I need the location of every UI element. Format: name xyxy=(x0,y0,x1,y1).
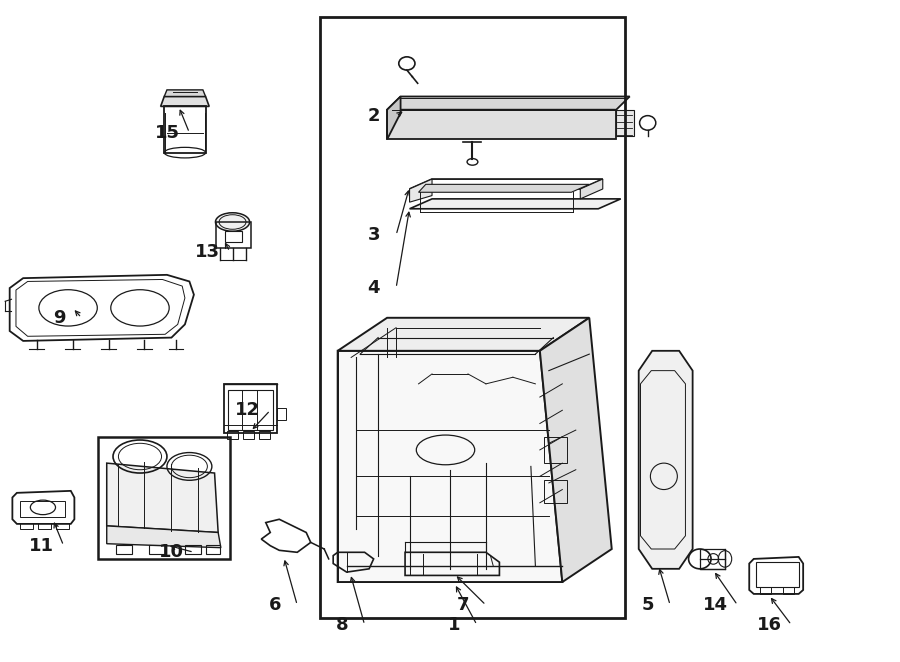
Bar xyxy=(57,522,69,529)
Polygon shape xyxy=(107,526,220,547)
Bar xyxy=(98,437,230,559)
Bar xyxy=(277,408,286,420)
Bar xyxy=(259,432,270,440)
Text: 8: 8 xyxy=(336,616,348,634)
Text: 11: 11 xyxy=(29,537,54,555)
Polygon shape xyxy=(107,463,218,532)
Text: 5: 5 xyxy=(642,596,654,614)
Bar xyxy=(700,549,725,569)
Bar xyxy=(616,110,634,136)
Polygon shape xyxy=(639,351,693,569)
Text: 2: 2 xyxy=(367,107,380,125)
Polygon shape xyxy=(540,318,612,582)
Bar xyxy=(544,437,567,463)
Bar xyxy=(243,432,254,440)
Polygon shape xyxy=(160,97,209,107)
Bar xyxy=(116,545,132,553)
Text: 15: 15 xyxy=(155,124,179,142)
Text: 14: 14 xyxy=(703,596,727,614)
Bar xyxy=(755,562,798,587)
Polygon shape xyxy=(338,318,590,351)
Polygon shape xyxy=(387,110,616,140)
Bar xyxy=(21,522,33,529)
Bar xyxy=(39,522,51,529)
Polygon shape xyxy=(418,184,590,192)
Text: 16: 16 xyxy=(757,616,781,634)
Polygon shape xyxy=(164,90,205,97)
Bar xyxy=(223,384,277,434)
Ellipse shape xyxy=(215,213,249,231)
Text: 3: 3 xyxy=(367,226,380,244)
Bar xyxy=(184,545,201,553)
Polygon shape xyxy=(410,199,621,209)
Text: 4: 4 xyxy=(367,279,380,297)
Text: 6: 6 xyxy=(268,596,281,614)
Text: 9: 9 xyxy=(53,308,66,327)
Bar xyxy=(216,222,250,248)
Bar xyxy=(320,17,626,618)
Text: 1: 1 xyxy=(448,616,461,634)
Bar xyxy=(225,231,241,242)
Bar xyxy=(149,545,165,553)
Bar xyxy=(228,391,273,430)
Bar xyxy=(21,500,66,517)
Bar xyxy=(783,587,794,594)
Polygon shape xyxy=(410,179,432,202)
Bar xyxy=(205,545,220,553)
Bar xyxy=(544,480,567,502)
Text: 10: 10 xyxy=(159,544,184,561)
Polygon shape xyxy=(387,97,630,110)
Text: 12: 12 xyxy=(235,401,260,419)
Text: 13: 13 xyxy=(195,243,220,261)
Polygon shape xyxy=(338,351,562,582)
Text: 7: 7 xyxy=(457,596,470,614)
Bar xyxy=(760,587,770,594)
Polygon shape xyxy=(580,179,603,199)
Polygon shape xyxy=(387,97,400,140)
Bar xyxy=(164,106,205,153)
Bar xyxy=(227,432,238,440)
